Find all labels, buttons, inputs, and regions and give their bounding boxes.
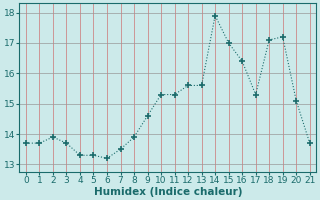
X-axis label: Humidex (Indice chaleur): Humidex (Indice chaleur) xyxy=(93,187,242,197)
